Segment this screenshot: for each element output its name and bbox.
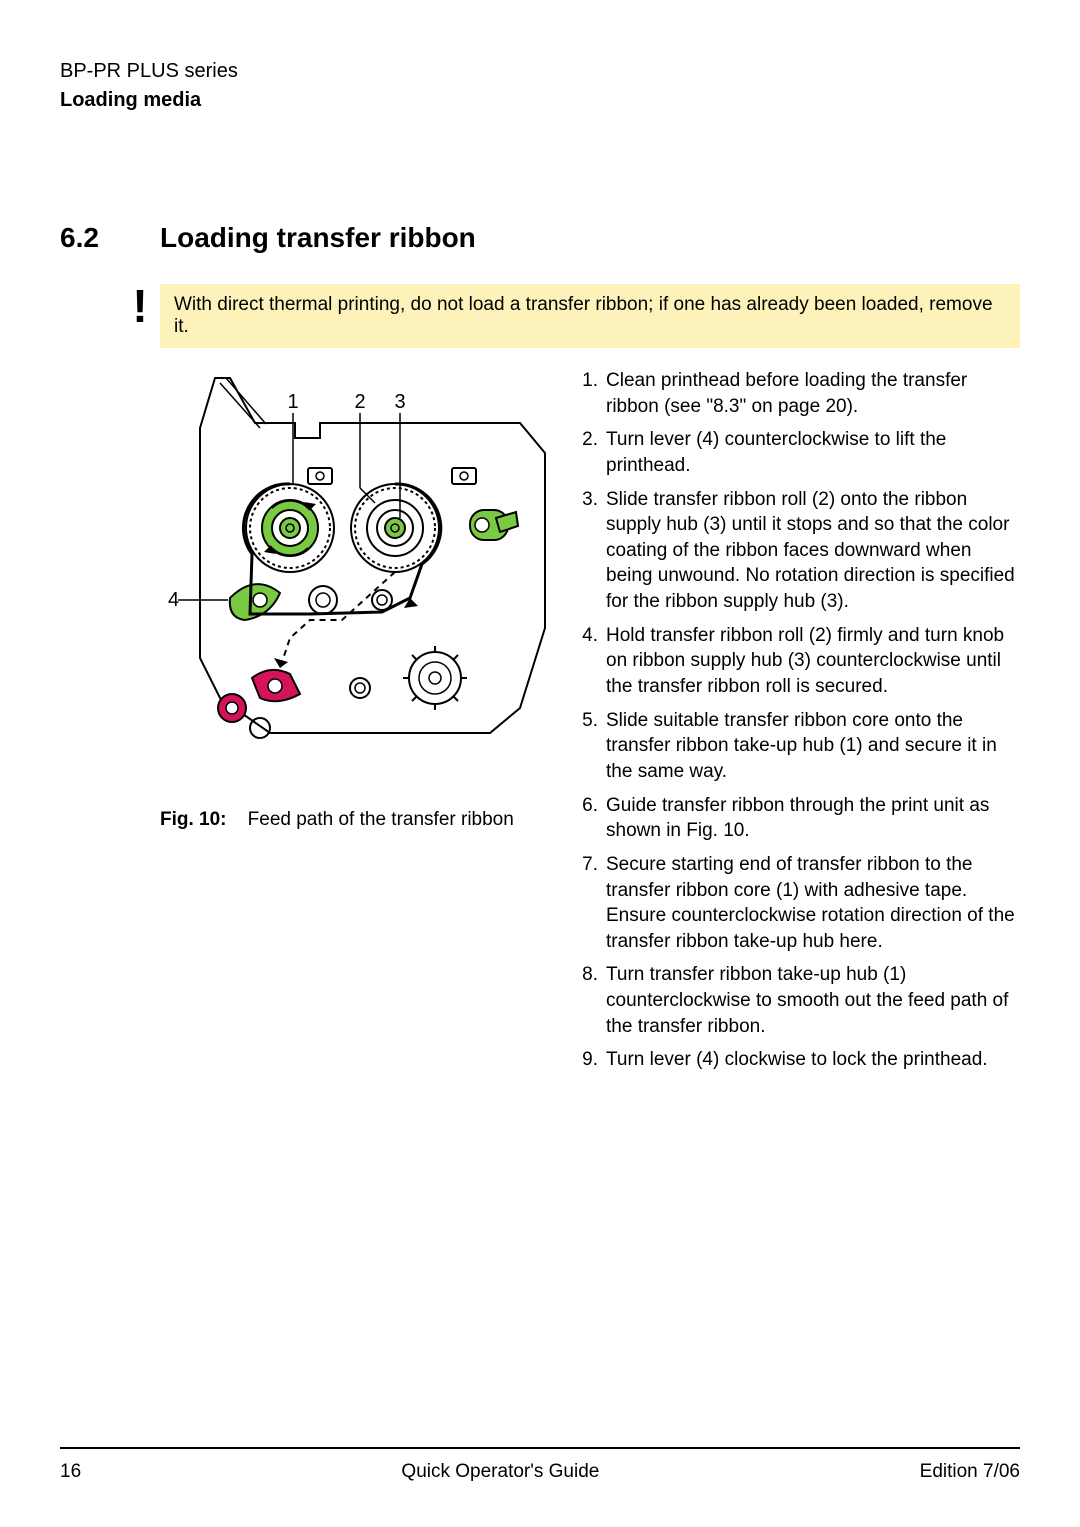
figure-label: Fig. 10: — [160, 809, 227, 830]
section-heading: 6.2 Loading transfer ribbon — [60, 222, 1020, 254]
header-series: BP-PR PLUS series — [60, 60, 1020, 83]
ribbon-diagram: 1 2 3 4 — [160, 368, 550, 798]
list-item: 2.Turn lever (4) counterclockwise to lif… — [580, 427, 1020, 478]
footer-page: 16 — [60, 1461, 81, 1483]
list-item: 8.Turn transfer ribbon take-up hub (1) c… — [580, 962, 1020, 1039]
figure-caption: Fig. 10: Feed path of the transfer ribbo… — [160, 809, 550, 831]
warning-text: With direct thermal printing, do not loa… — [160, 284, 1020, 348]
steps-list: 1.Clean printhead before loading the tra… — [580, 368, 1020, 1073]
list-item: 5.Slide suitable transfer ribbon core on… — [580, 708, 1020, 785]
footer-title: Quick Operator's Guide — [401, 1461, 599, 1483]
page: BP-PR PLUS series Loading media 6.2 Load… — [0, 0, 1080, 1527]
content-row: 1 2 3 4 Fig. 10: Feed path of the transf… — [160, 368, 1020, 1081]
figure-column: 1 2 3 4 Fig. 10: Feed path of the transf… — [160, 368, 550, 1081]
list-item: 3.Slide transfer ribbon roll (2) onto th… — [580, 487, 1020, 615]
list-item: 7.Secure starting end of transfer ribbon… — [580, 852, 1020, 955]
callout-1: 1 — [287, 391, 298, 413]
footer-rule — [60, 1447, 1020, 1449]
heading-number: 6.2 — [60, 222, 160, 254]
list-item: 9.Turn lever (4) clockwise to lock the p… — [580, 1047, 1020, 1073]
steps-column: 1.Clean printhead before loading the tra… — [580, 368, 1020, 1081]
figure-caption-text: Feed path of the transfer ribbon — [248, 809, 514, 830]
list-item: 4.Hold transfer ribbon roll (2) firmly a… — [580, 623, 1020, 700]
heading-title: Loading transfer ribbon — [160, 222, 476, 254]
warning-callout: ! With direct thermal printing, do not l… — [120, 284, 1020, 348]
footer: 16 Quick Operator's Guide Edition 7/06 — [60, 1461, 1020, 1483]
footer-edition: Edition 7/06 — [920, 1461, 1020, 1483]
list-item: 6.Guide transfer ribbon through the prin… — [580, 793, 1020, 844]
callout-4: 4 — [168, 589, 179, 611]
callout-2: 2 — [354, 391, 365, 413]
list-item: 1.Clean printhead before loading the tra… — [580, 368, 1020, 419]
header-section: Loading media — [60, 89, 1020, 112]
callout-3: 3 — [394, 391, 405, 413]
warning-icon: ! — [120, 284, 160, 322]
